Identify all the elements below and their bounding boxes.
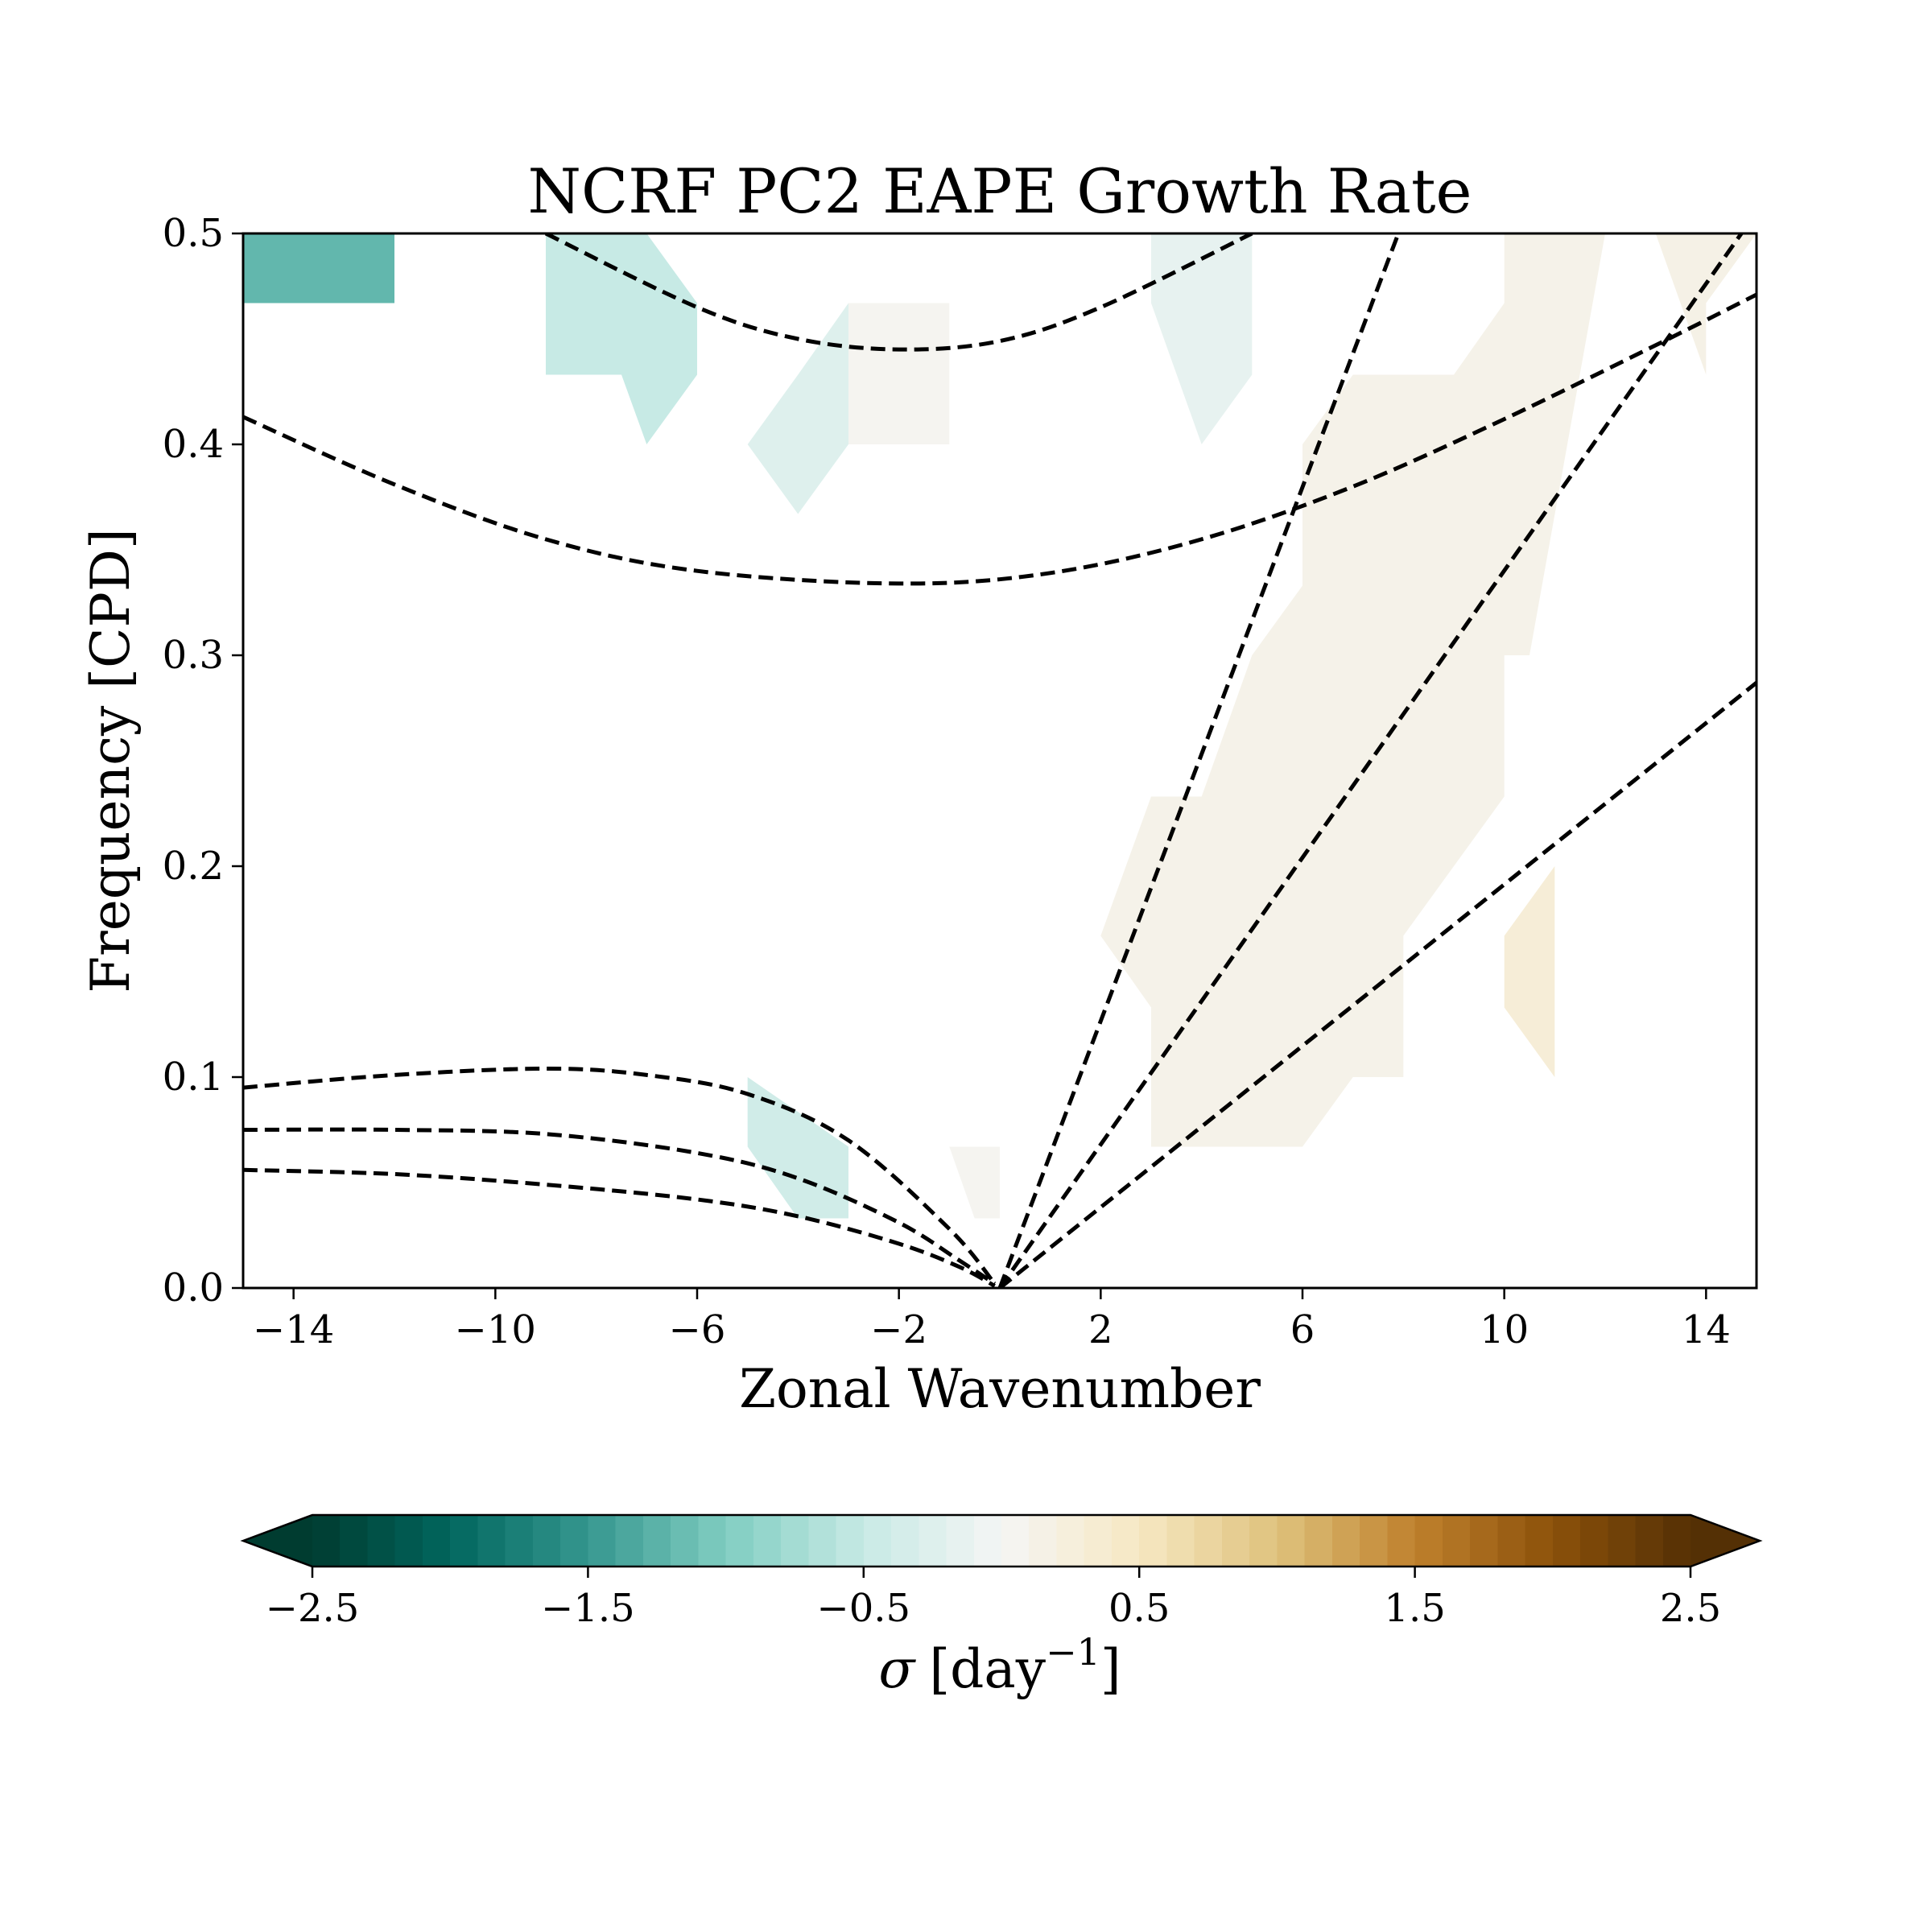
x-tick-label: −6 <box>669 1307 726 1352</box>
shaded-region <box>1655 233 1757 375</box>
y-axis-ticks: 0.0 0.1 0.2 0.3 0.4 0.5 <box>163 211 243 1311</box>
shaded-regions <box>243 233 1757 1219</box>
y-tick-label: 0.1 <box>163 1055 224 1100</box>
colorbar-label-close: ] <box>1100 1638 1121 1700</box>
shaded-region <box>848 303 950 444</box>
shaded-region <box>1504 866 1555 1077</box>
dispersion-curve-er-2 <box>243 1127 997 1286</box>
x-tick-label: 2 <box>1088 1307 1113 1352</box>
dispersion-curves <box>243 233 1757 1288</box>
colorbar-tick-label: 1.5 <box>1384 1586 1445 1631</box>
colorbar-tick-label: 2.5 <box>1660 1586 1721 1631</box>
colorbar-ticks: −2.5 −1.5 −0.5 0.5 1.5 2.5 <box>266 1567 1721 1631</box>
dispersion-curve-er-3 <box>243 1167 996 1288</box>
dispersion-curve-kelvin-3 <box>998 681 1757 1288</box>
plot-frame <box>242 232 1758 1290</box>
y-tick-label: 0.4 <box>163 422 224 467</box>
x-tick-label: −10 <box>455 1307 536 1352</box>
y-tick-label: 0.5 <box>163 211 224 256</box>
y-tick-label: 0.3 <box>163 633 224 678</box>
dispersion-curve-ig1-lower <box>243 292 1757 586</box>
x-tick-label: 10 <box>1480 1307 1529 1352</box>
colorbar-tick-label: −1.5 <box>541 1586 635 1631</box>
colorbar-extend-high <box>1690 1515 1760 1567</box>
y-axis-label: Frequency [CPD] <box>80 528 142 993</box>
dispersion-curve-kelvin-1 <box>997 233 1401 1288</box>
colorbar-tick-label: −2.5 <box>266 1586 360 1631</box>
colorbar-extend-low <box>243 1515 312 1567</box>
shaded-region <box>1151 233 1253 444</box>
x-axis-ticks: −14 −10 −6 −2 2 6 10 14 <box>253 1288 1731 1352</box>
colorbar-label-symbol: σ <box>878 1638 916 1700</box>
shaded-region <box>747 1077 848 1219</box>
colorbar-tick-label: 0.5 <box>1108 1586 1170 1631</box>
dispersion-curve-ig1-upper <box>544 233 1253 352</box>
x-tick-label: 6 <box>1290 1307 1315 1352</box>
x-tick-label: −14 <box>253 1307 334 1352</box>
shaded-region <box>546 233 697 444</box>
x-axis-label: Zonal Wavenumber <box>739 1358 1261 1420</box>
colorbar-tick-label: −0.5 <box>817 1586 911 1631</box>
dispersion-curve-kelvin-2 <box>997 233 1744 1288</box>
colorbar-label-exponent: −1 <box>1046 1630 1100 1674</box>
shaded-region <box>747 303 848 514</box>
colorbar-body <box>312 1515 1690 1567</box>
shaded-region <box>243 233 394 303</box>
colorbar: −2.5 −1.5 −0.5 0.5 1.5 2.5 σ [day−1] <box>240 1513 1763 1700</box>
chart-title: NCRF PC2 EAPE Growth Rate <box>528 155 1472 227</box>
y-tick-label: 0.2 <box>163 844 224 889</box>
shaded-region <box>949 1146 1000 1219</box>
colorbar-label: σ [day−1] <box>878 1630 1121 1700</box>
dispersion-curve-er-1 <box>243 1066 997 1286</box>
shaded-region <box>1100 233 1605 1147</box>
colorbar-label-units: [day <box>929 1638 1046 1700</box>
x-tick-label: −2 <box>870 1307 927 1352</box>
y-tick-label: 0.0 <box>163 1265 224 1311</box>
x-tick-label: 14 <box>1682 1307 1731 1352</box>
